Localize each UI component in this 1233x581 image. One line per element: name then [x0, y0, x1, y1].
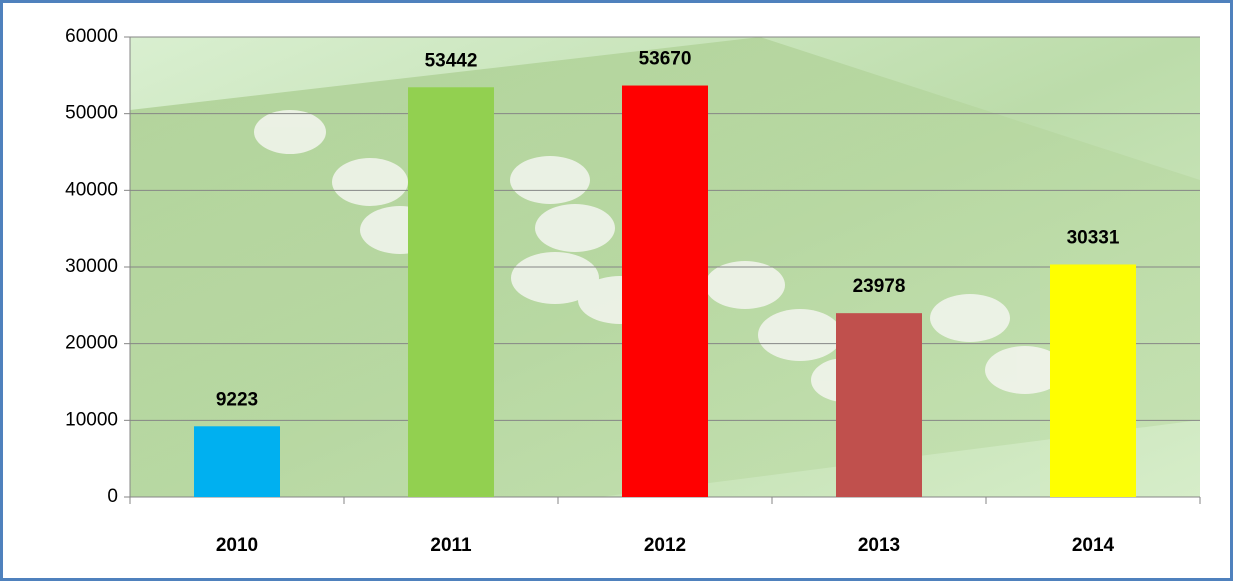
y-tick-label: 50000	[65, 103, 118, 124]
data-label: 53670	[639, 49, 692, 70]
data-label: 23978	[853, 276, 906, 297]
y-tick-label: 30000	[65, 256, 118, 277]
bar	[622, 86, 708, 497]
bar	[836, 313, 922, 497]
chart: 0 10000 20000 30000 40000 50000 60000 2010 9223 2…	[0, 0, 1233, 581]
x-tick-label: 2013	[858, 535, 900, 556]
bar	[408, 87, 494, 497]
y-tick-label: 60000	[65, 26, 118, 47]
y-tick-label: 0	[107, 486, 118, 507]
x-tick-label: 2011	[430, 535, 472, 556]
y-tick-label: 10000	[65, 409, 118, 430]
bar	[1050, 264, 1136, 497]
y-tick-label: 20000	[65, 333, 118, 354]
data-label: 9223	[216, 389, 258, 410]
page: {"chart_data": {"type": "bar", "categori…	[0, 0, 1233, 581]
bar	[194, 426, 280, 497]
data-label: 30331	[1067, 227, 1120, 248]
x-tick-label: 2014	[1072, 535, 1115, 556]
data-label: 53442	[425, 50, 478, 71]
x-tick-label: 2012	[644, 535, 686, 556]
x-tick-label: 2010	[216, 535, 258, 556]
y-tick-label: 40000	[65, 179, 118, 200]
